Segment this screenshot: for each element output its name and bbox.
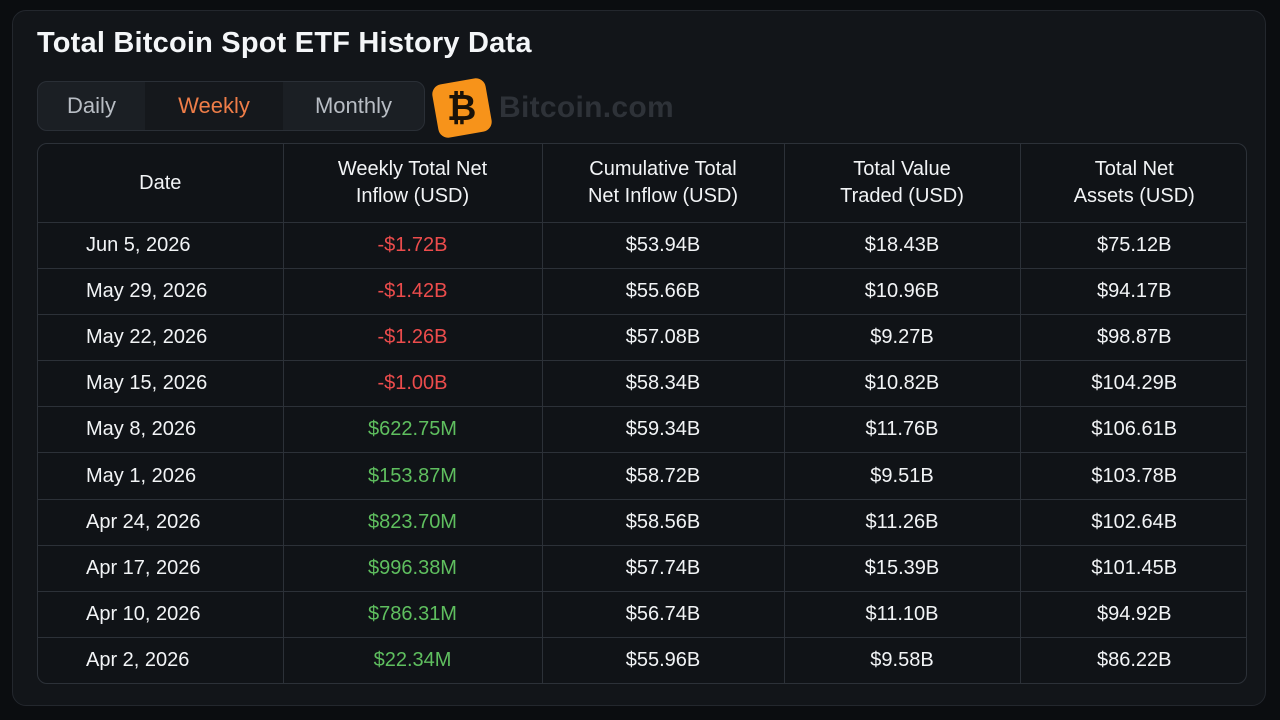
cell-total-value-traded: $10.82B [784, 360, 1021, 408]
cell-total-net-assets: $104.29B [1020, 360, 1246, 408]
cell-total-net-assets: $103.78B [1020, 452, 1246, 500]
cell-cumulative-net-inflow: $55.96B [542, 637, 785, 683]
cell-total-net-assets: $94.17B [1020, 268, 1246, 316]
cell-total-value-traded: $15.39B [784, 545, 1021, 592]
cell-date: Apr 2, 2026 [38, 637, 284, 683]
cell-cumulative-net-inflow: $56.74B [542, 591, 785, 638]
brand-watermark: Bitcoin.com [499, 91, 674, 124]
cell-date: May 8, 2026 [38, 406, 284, 454]
header-total-net-assets[interactable]: Total Net Assets (USD) [1020, 144, 1246, 223]
cell-total-value-traded: $10.96B [784, 268, 1021, 316]
cell-cumulative-net-inflow: $59.34B [542, 406, 785, 454]
cell-total-value-traded: $18.43B [784, 222, 1021, 270]
cell-weekly-net-inflow: $153.87M [283, 452, 543, 500]
cell-weekly-net-inflow: $622.75M [283, 406, 543, 454]
bitcoin-logo-icon: ₿ [430, 76, 494, 140]
table-row: May 29, 2026 -$1.42B $55.66B $10.96B $94… [38, 268, 1246, 316]
page-title: Total Bitcoin Spot ETF History Data [37, 27, 532, 59]
cell-weekly-net-inflow: -$1.42B [283, 268, 543, 316]
header-weekly-net-inflow[interactable]: Weekly Total Net Inflow (USD) [283, 144, 543, 223]
table-row: Apr 10, 2026 $786.31M $56.74B $11.10B $9… [38, 591, 1246, 638]
table-row: May 1, 2026 $153.87M $58.72B $9.51B $103… [38, 452, 1246, 500]
bitcoin-glyph: ₿ [447, 88, 477, 129]
cell-total-value-traded: $11.10B [784, 591, 1021, 638]
tab-weekly[interactable]: Weekly [145, 82, 283, 130]
cell-cumulative-net-inflow: $58.34B [542, 360, 785, 408]
cell-weekly-net-inflow: $22.34M [283, 637, 543, 683]
history-table: Date Weekly Total Net Inflow (USD) Cumul… [37, 143, 1247, 684]
cell-date: Jun 5, 2026 [38, 222, 284, 270]
cell-total-value-traded: $9.58B [784, 637, 1021, 683]
cell-cumulative-net-inflow: $57.74B [542, 545, 785, 592]
table-row: Jun 5, 2026 -$1.72B $53.94B $18.43B $75.… [38, 222, 1246, 270]
table-row: Apr 2, 2026 $22.34M $55.96B $9.58B $86.2… [38, 637, 1246, 683]
cell-total-net-assets: $101.45B [1020, 545, 1246, 592]
cell-total-value-traded: $11.26B [784, 499, 1021, 546]
cell-cumulative-net-inflow: $58.72B [542, 452, 785, 500]
table-row: May 15, 2026 -$1.00B $58.34B $10.82B $10… [38, 360, 1246, 408]
brand: ₿ Bitcoin.com [430, 76, 674, 140]
cell-weekly-net-inflow: -$1.00B [283, 360, 543, 408]
cell-total-value-traded: $9.27B [784, 314, 1021, 362]
table-row: Apr 17, 2026 $996.38M $57.74B $15.39B $1… [38, 545, 1246, 592]
cell-total-net-assets: $86.22B [1096, 648, 1172, 671]
cell-weekly-net-inflow: $786.31M [283, 591, 543, 638]
cell-date: Apr 10, 2026 [38, 591, 284, 638]
tab-monthly[interactable]: Monthly [314, 93, 393, 118]
cell-weekly-net-inflow: -$1.26B [283, 314, 543, 362]
table-row: Apr 24, 2026 $823.70M $58.56B $11.26B $1… [38, 499, 1246, 546]
period-tabs: Daily Weekly Monthly [37, 81, 425, 131]
cell-total-value-traded: $11.76B [784, 406, 1021, 454]
header-date[interactable]: Date [38, 144, 284, 223]
cell-total-net-assets: $102.64B [1020, 499, 1246, 546]
etf-history-panel: Total Bitcoin Spot ETF History Data Dail… [12, 10, 1266, 706]
cell-cumulative-net-inflow: $58.56B [542, 499, 785, 546]
cell-total-value-traded: $9.51B [784, 452, 1021, 500]
cell-total-net-assets: $75.12B [1020, 222, 1246, 270]
cell-cumulative-net-inflow: $57.08B [542, 314, 785, 362]
cell-weekly-net-inflow: $996.38M [283, 545, 543, 592]
cell-cumulative-net-inflow: $53.94B [542, 222, 785, 270]
cell-date: Apr 24, 2026 [38, 499, 284, 546]
cell-weekly-net-inflow: $823.70M [283, 499, 543, 546]
cell-total-net-assets: $98.87B [1020, 314, 1246, 362]
cell-date: May 29, 2026 [38, 268, 284, 316]
cell-cumulative-net-inflow: $55.66B [542, 268, 785, 316]
tab-daily[interactable]: Daily [67, 93, 116, 118]
table-header-row: Date Weekly Total Net Inflow (USD) Cumul… [38, 144, 1246, 223]
header-total-value-traded[interactable]: Total Value Traded (USD) [784, 144, 1021, 223]
cell-date: Apr 17, 2026 [38, 545, 284, 592]
cell-date: May 1, 2026 [38, 452, 284, 500]
table-row: May 8, 2026 $622.75M $59.34B $11.76B $10… [38, 406, 1246, 454]
cell-total-net-assets: $106.61B [1020, 406, 1246, 454]
cell-date: May 22, 2026 [38, 314, 284, 362]
header-cumulative-net-inflow[interactable]: Cumulative Total Net Inflow (USD) [542, 144, 785, 223]
table-row: May 22, 2026 -$1.26B $57.08B $9.27B $98.… [38, 314, 1246, 362]
cell-total-net-assets: $94.92B [1020, 591, 1246, 638]
cell-date: May 15, 2026 [38, 360, 284, 408]
cell-weekly-net-inflow: -$1.72B [283, 222, 543, 270]
